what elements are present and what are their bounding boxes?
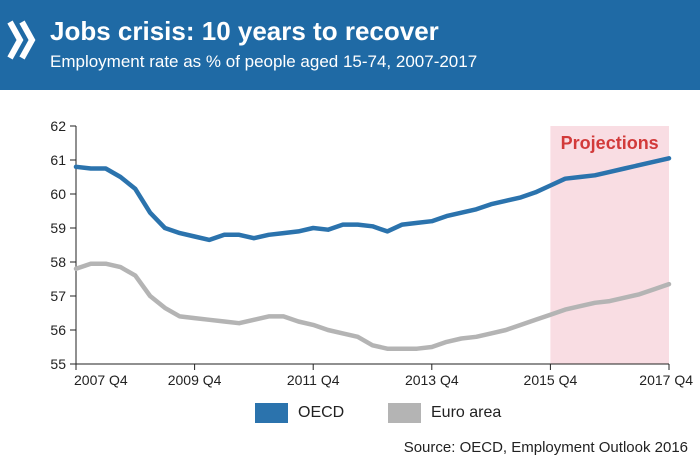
legend-item-oecd: OECD [255,403,344,423]
legend-label-euro-area: Euro area [431,404,502,421]
x-tick-label-2: 2011 Q4 [287,372,340,388]
chart-header: Jobs crisis: 10 years to recover Employm… [0,0,700,90]
y-tick-label-58: 58 [50,254,66,270]
x-tick-label-5: 2017 Q4 [639,372,693,388]
source-note: Source: OECD, Employment Outlook 2016 [403,439,688,456]
y-tick-label-61: 61 [50,152,66,168]
y-tick-label-60: 60 [50,186,66,202]
y-tick-label-59: 59 [50,220,66,236]
legend-swatch-euro-area [388,403,421,423]
projection-band [550,126,669,364]
y-tick-label-55: 55 [50,356,66,372]
y-tick-label-57: 57 [50,288,66,304]
legend-swatch-oecd [255,403,288,423]
y-tick-label-56: 56 [50,322,66,338]
chart-subtitle: Employment rate as % of people aged 15-7… [50,52,478,71]
projections-label: Projections [561,133,659,153]
legend-item-euro-area: Euro area [388,403,501,423]
legend-label-oecd: OECD [298,404,345,421]
x-tick-label-3: 2013 Q4 [405,372,459,388]
x-tick-label-0: 2007 Q4 [74,372,128,388]
line-chart: 55 56 57 58 59 60 61 62 2007 Q4 2009 Q4 2011 Q4 20… [50,118,693,388]
chart-title: Jobs crisis: 10 years to recover [50,16,439,46]
series-line-oecd [73,156,672,243]
y-tick-label-62: 62 [50,118,66,134]
x-tick-label-4: 2015 Q4 [524,372,578,388]
oecd-chevron-logo-icon [7,20,36,60]
x-tick-label-1: 2009 Q4 [168,372,222,388]
series-line-euro-area [73,261,672,351]
